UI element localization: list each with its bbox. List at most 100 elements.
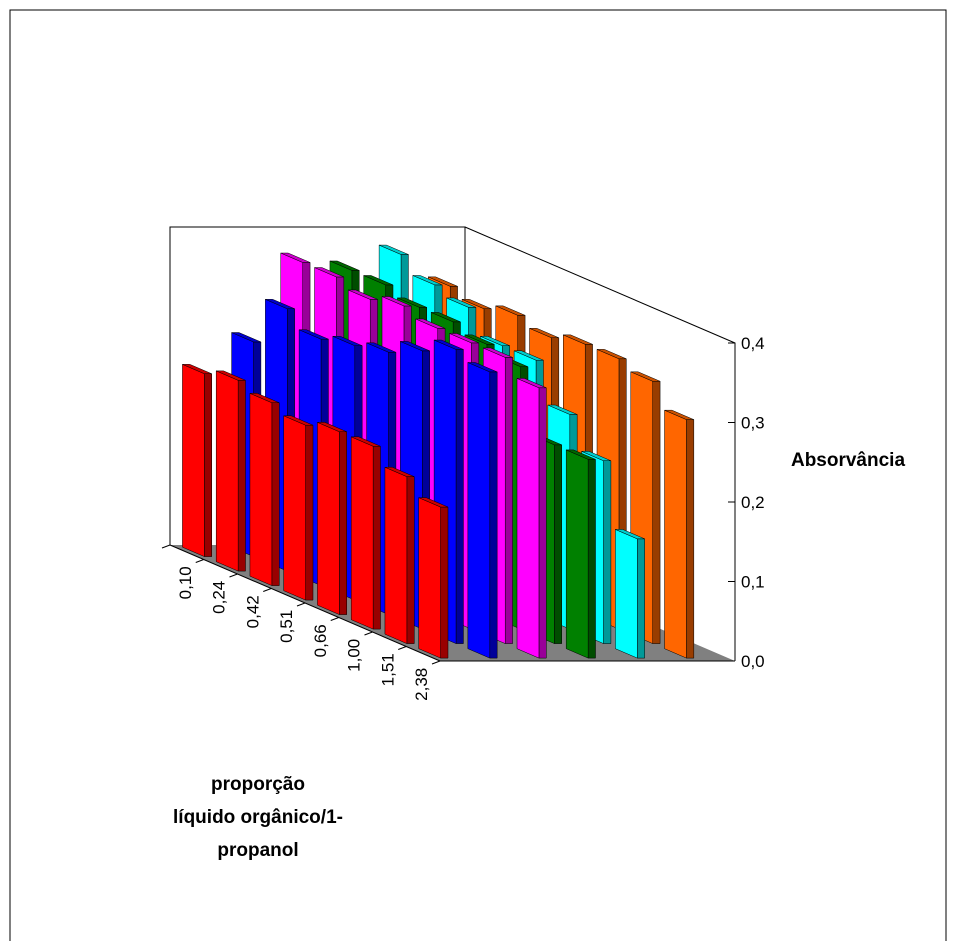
- bar-top: [381, 296, 412, 307]
- x-tick: [330, 617, 339, 621]
- bar-top: [615, 529, 645, 540]
- x-tick-label: 0,10: [176, 566, 195, 599]
- bar-side: [237, 380, 246, 572]
- y-axis-title: Absorvância: [791, 450, 905, 471]
- bar-top: [249, 393, 280, 403]
- x-tick: [364, 631, 373, 636]
- bar-top: [231, 332, 262, 343]
- bar: [182, 363, 212, 557]
- bar-side: [603, 460, 612, 644]
- bar-face: [182, 363, 205, 557]
- bar-side: [489, 371, 498, 659]
- bar-side: [686, 419, 695, 659]
- bar: [418, 497, 449, 659]
- bar-side: [406, 476, 415, 644]
- bar: [215, 370, 246, 572]
- bar-face: [664, 409, 687, 659]
- bar: [565, 449, 596, 659]
- bar-top: [514, 350, 544, 361]
- x-tick: [398, 646, 407, 650]
- y-tick-label: 0,1: [741, 573, 765, 592]
- bar-top: [596, 349, 627, 360]
- bar-top: [480, 336, 510, 346]
- bar: [516, 377, 547, 659]
- bar-top: [547, 404, 578, 415]
- bar-top: [317, 422, 347, 432]
- x-tick: [229, 573, 238, 578]
- bar-top: [363, 275, 394, 286]
- bar: [384, 466, 415, 644]
- bar-face: [384, 466, 408, 644]
- x-tick-label: 1,51: [378, 653, 397, 686]
- x-tick: [296, 602, 306, 607]
- bar-side: [372, 446, 381, 630]
- bar: [467, 362, 498, 659]
- x-tick-label: 0,42: [243, 595, 262, 628]
- bar-face: [350, 436, 374, 630]
- bar-top: [379, 244, 409, 255]
- bar-top: [314, 267, 344, 278]
- x-axis-title: proporção: [211, 774, 305, 795]
- bar-face: [283, 415, 306, 601]
- bar-top: [418, 497, 449, 508]
- bar-top: [630, 371, 661, 382]
- bar-top: [495, 305, 526, 316]
- bar-side: [339, 431, 347, 615]
- bar-top: [464, 334, 495, 345]
- bar-side: [587, 459, 596, 659]
- bar-top: [434, 339, 464, 350]
- x-tick: [161, 544, 171, 549]
- y-tick-label: 0,2: [741, 493, 765, 512]
- bar-face: [467, 362, 491, 659]
- bar-top: [431, 312, 461, 323]
- bar-face: [418, 497, 441, 659]
- x-tick: [195, 559, 204, 563]
- frame: [9, 9, 947, 941]
- x-axis-title: propanol: [217, 840, 298, 861]
- bar-face: [317, 421, 340, 615]
- bar-top: [664, 409, 694, 420]
- bar-top: [516, 378, 547, 389]
- bar-top: [415, 318, 446, 329]
- x-tick-label: 0,66: [311, 624, 330, 657]
- y-tick-label: 0,0: [741, 652, 765, 671]
- bar-top: [299, 329, 329, 340]
- bar: [664, 409, 695, 659]
- bar: [350, 436, 381, 630]
- bar-top: [265, 299, 295, 309]
- x-tick-label: 0,24: [210, 581, 229, 614]
- bar-top: [529, 328, 559, 338]
- bar-top: [467, 362, 498, 373]
- x-tick-label: 0,51: [277, 610, 296, 643]
- bar-side: [504, 357, 513, 644]
- x-tick: [431, 660, 441, 665]
- bar-top: [216, 370, 246, 381]
- bar-top: [581, 451, 612, 461]
- bar-side: [455, 349, 464, 644]
- x-tick: [263, 588, 272, 592]
- bar: [317, 421, 347, 615]
- bar-side: [440, 506, 449, 659]
- bar-top: [182, 364, 212, 374]
- x-axis-title: líquido orgânico/1-: [173, 807, 343, 828]
- bar-side: [554, 444, 562, 644]
- bar-top: [400, 341, 430, 352]
- bar-top: [384, 466, 415, 477]
- bar-side: [305, 424, 314, 601]
- bar-side: [204, 373, 212, 557]
- bar-top: [332, 336, 363, 346]
- bar-top: [397, 297, 427, 308]
- bar-face: [249, 392, 273, 586]
- y-tick-label: 0,3: [741, 414, 765, 433]
- bar-face: [215, 370, 239, 572]
- bar-top: [461, 299, 492, 309]
- bar-face: [565, 449, 589, 659]
- bar-top: [412, 275, 443, 286]
- bar-top: [449, 333, 479, 344]
- bar-side: [652, 381, 661, 644]
- bar-side: [637, 538, 645, 659]
- bar-top: [351, 436, 381, 447]
- bar-face: [516, 377, 540, 659]
- bar-top: [428, 276, 458, 287]
